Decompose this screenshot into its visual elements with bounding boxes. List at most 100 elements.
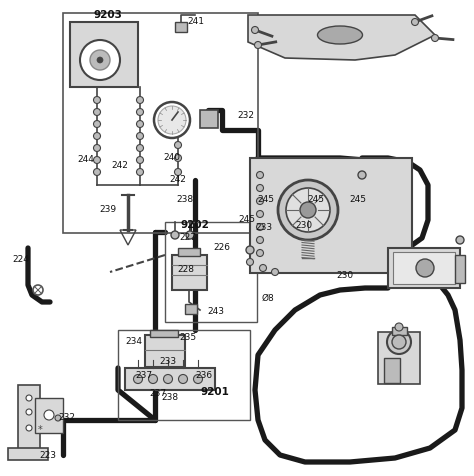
Bar	[175, 22, 187, 32]
Text: 242: 242	[111, 160, 128, 169]
Text: 245: 245	[257, 196, 274, 205]
Circle shape	[93, 157, 100, 163]
Circle shape	[256, 198, 264, 205]
Text: 240: 240	[164, 153, 181, 162]
Circle shape	[186, 231, 194, 239]
Text: 234: 234	[126, 337, 143, 347]
Circle shape	[26, 425, 32, 431]
Circle shape	[158, 106, 186, 134]
Text: 237: 237	[149, 388, 166, 397]
Circle shape	[26, 409, 32, 415]
Bar	[172, 255, 207, 290]
Circle shape	[137, 109, 144, 116]
Circle shape	[387, 330, 411, 354]
Bar	[70, 22, 138, 87]
Bar	[378, 332, 420, 384]
Circle shape	[256, 224, 264, 230]
Text: 245: 245	[349, 196, 366, 205]
Bar	[384, 358, 400, 383]
Text: 233: 233	[159, 357, 176, 367]
Bar	[18, 385, 40, 450]
Circle shape	[256, 171, 264, 178]
Circle shape	[137, 120, 144, 128]
Bar	[145, 335, 185, 367]
Circle shape	[259, 265, 266, 271]
Text: 236: 236	[195, 370, 212, 379]
Text: *: *	[37, 425, 42, 435]
Text: 224: 224	[13, 256, 29, 265]
Ellipse shape	[318, 26, 363, 44]
Bar	[185, 304, 197, 314]
Circle shape	[93, 132, 100, 139]
Text: 232: 232	[58, 414, 75, 423]
Circle shape	[137, 132, 144, 139]
Circle shape	[358, 171, 366, 179]
Circle shape	[44, 410, 54, 420]
Circle shape	[416, 259, 434, 277]
Circle shape	[164, 375, 173, 384]
Bar	[165, 222, 257, 322]
Polygon shape	[248, 15, 435, 60]
Circle shape	[137, 145, 144, 151]
Circle shape	[395, 323, 403, 331]
Text: 232: 232	[237, 110, 255, 119]
Circle shape	[456, 236, 464, 244]
Text: 230: 230	[337, 270, 354, 279]
Circle shape	[134, 375, 143, 384]
Circle shape	[154, 102, 190, 138]
Bar	[150, 330, 178, 337]
Circle shape	[174, 169, 182, 176]
Text: 233: 233	[255, 224, 273, 232]
Text: 226: 226	[213, 244, 230, 252]
Text: 9203: 9203	[93, 10, 122, 20]
Circle shape	[246, 258, 254, 266]
Circle shape	[93, 120, 100, 128]
Bar	[393, 252, 455, 284]
Text: 245: 245	[238, 216, 255, 225]
Bar	[455, 255, 465, 283]
Circle shape	[137, 157, 144, 163]
Circle shape	[255, 41, 262, 49]
Bar	[35, 398, 63, 433]
Text: 238: 238	[162, 394, 179, 403]
Bar	[63, 13, 258, 233]
Bar	[178, 248, 200, 256]
Circle shape	[26, 395, 32, 401]
Circle shape	[252, 27, 258, 33]
Circle shape	[174, 141, 182, 149]
Circle shape	[93, 169, 100, 176]
Circle shape	[256, 237, 264, 244]
Bar	[250, 158, 412, 273]
Bar	[200, 110, 218, 128]
Circle shape	[431, 34, 438, 41]
Circle shape	[286, 188, 330, 232]
Text: 9201: 9201	[201, 387, 229, 397]
Text: 242: 242	[170, 176, 186, 185]
Text: 243: 243	[208, 307, 225, 317]
Circle shape	[93, 109, 100, 116]
Bar	[392, 327, 407, 335]
Text: 235: 235	[180, 334, 197, 343]
Text: 239: 239	[100, 206, 117, 215]
Circle shape	[90, 50, 110, 70]
Text: 9202: 9202	[181, 220, 210, 230]
Text: 227: 227	[180, 232, 197, 241]
Text: Ø8: Ø8	[262, 294, 274, 303]
Circle shape	[392, 335, 406, 349]
Text: 238: 238	[176, 196, 193, 205]
Circle shape	[137, 97, 144, 103]
Circle shape	[137, 169, 144, 176]
Text: 244: 244	[78, 156, 94, 165]
Circle shape	[193, 375, 202, 384]
Circle shape	[300, 202, 316, 218]
Circle shape	[93, 97, 100, 103]
Text: 230: 230	[295, 221, 312, 230]
Circle shape	[278, 180, 338, 240]
Circle shape	[93, 145, 100, 151]
Circle shape	[179, 375, 188, 384]
Bar	[8, 448, 48, 460]
Circle shape	[246, 246, 254, 254]
Bar	[118, 330, 250, 420]
Circle shape	[174, 155, 182, 161]
Circle shape	[55, 415, 61, 421]
